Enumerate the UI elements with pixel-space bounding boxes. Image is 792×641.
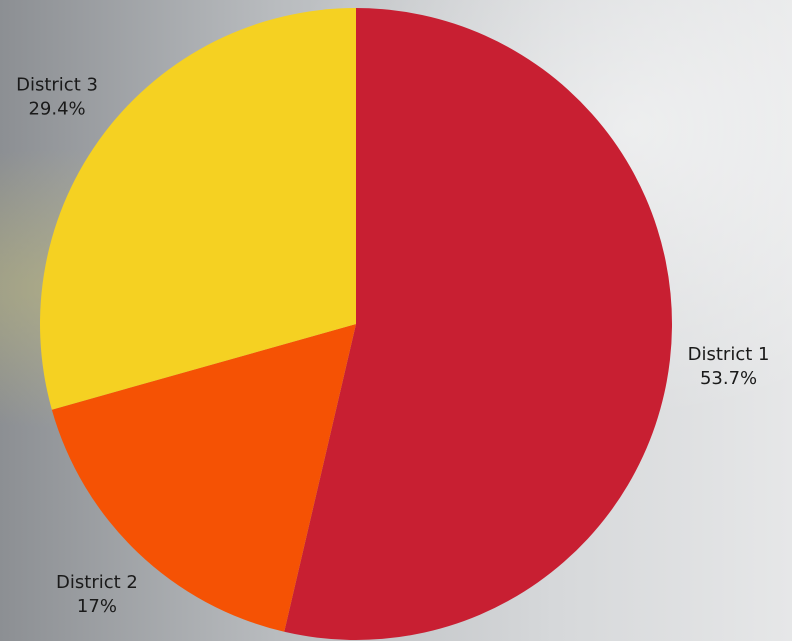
slice-value-label: 17% [77,596,117,617]
page: {"chart_data": {"type": "pie", "categori… [0,0,792,641]
slice-label: District 2 [56,572,138,593]
slice-label: District 3 [16,75,98,96]
slice-label: District 1 [688,344,770,365]
slice-value-label: 53.7% [700,368,757,389]
chart: District 1 53.7% District 2 17% District 3 29… [0,0,792,641]
slice-value-label: 29.4% [28,99,85,120]
